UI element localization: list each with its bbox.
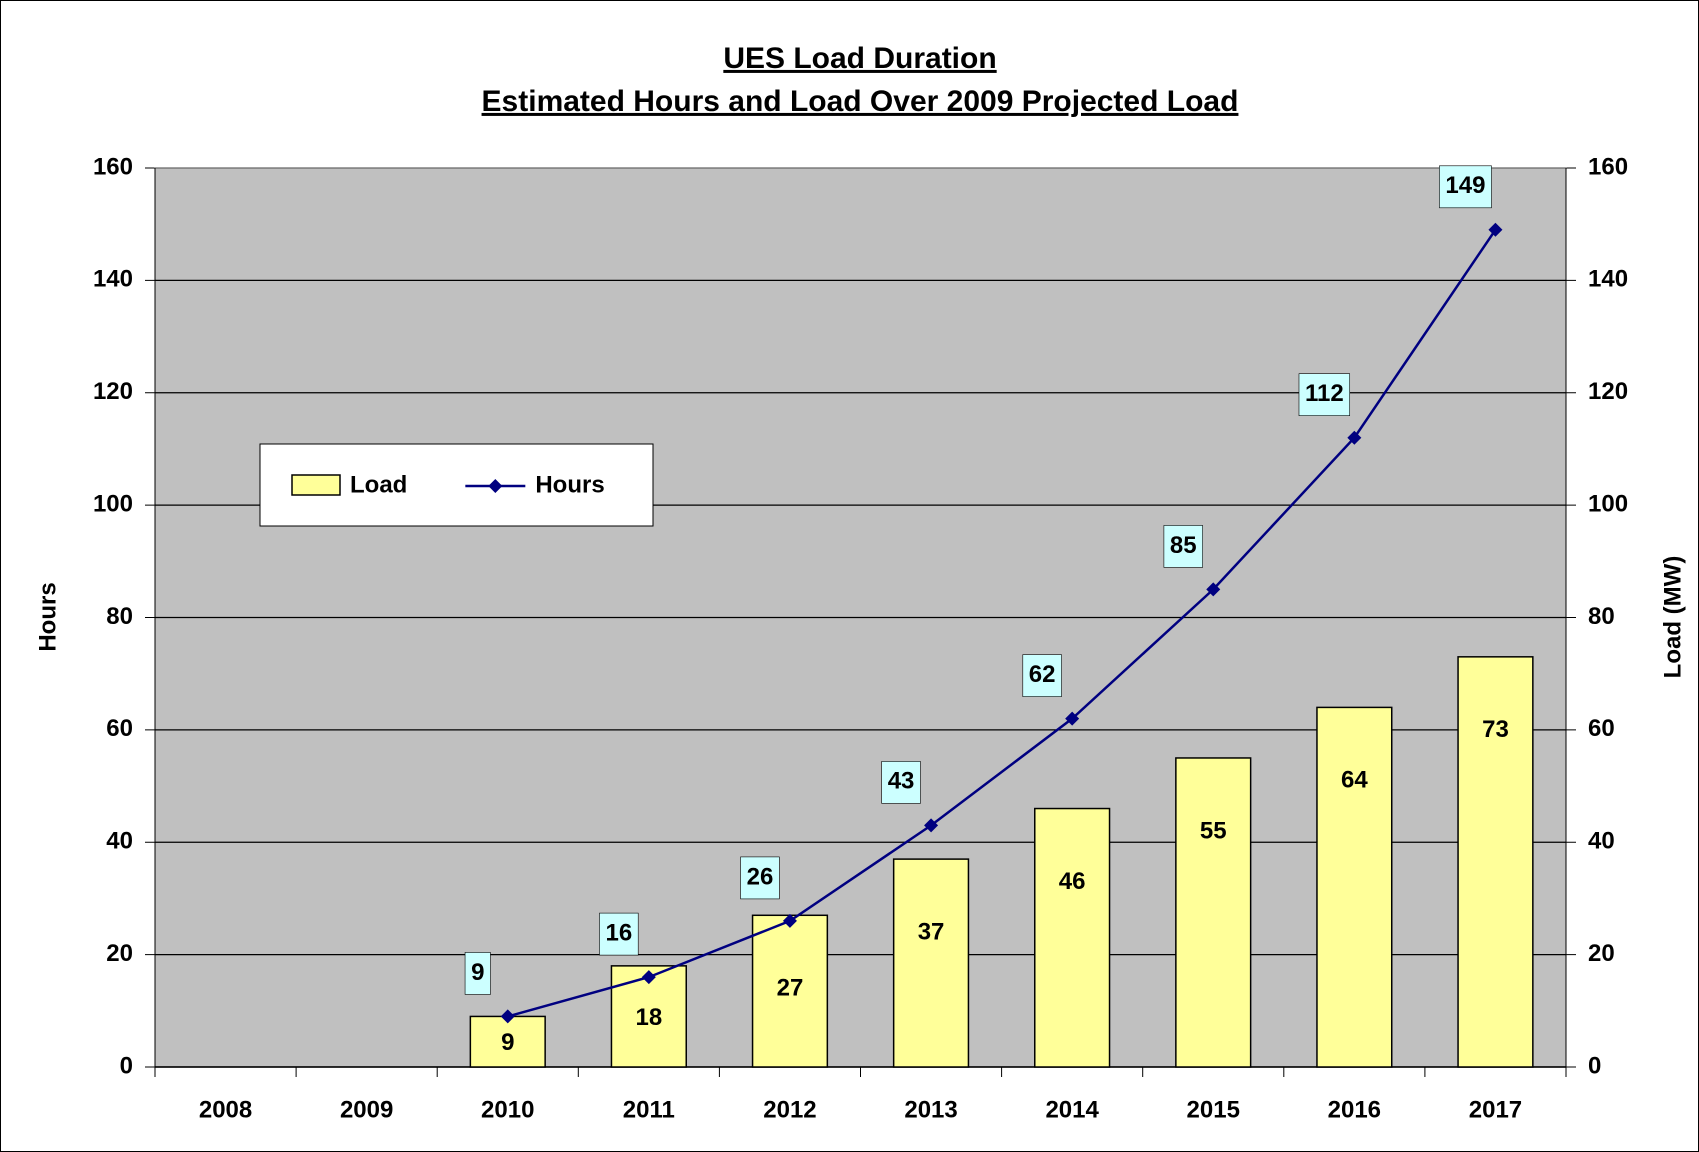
x-tick-label: 2017 <box>1469 1096 1522 1123</box>
legend-label: Hours <box>535 471 604 498</box>
x-tick-label: 2010 <box>481 1096 534 1123</box>
bar-label: 18 <box>635 1004 662 1031</box>
x-tick-label: 2008 <box>199 1096 252 1123</box>
bar-label: 46 <box>1059 868 1086 895</box>
data-label: 149 <box>1445 172 1485 199</box>
y2-tick-label: 40 <box>1588 828 1615 855</box>
data-label-box <box>1439 165 1492 209</box>
y-tick-label: 120 <box>93 378 133 405</box>
bar <box>1457 656 1534 1068</box>
y2-tick-label: 100 <box>1588 490 1628 517</box>
data-label-box <box>1022 654 1062 697</box>
marker <box>641 970 656 985</box>
data-label-group: 26 <box>740 856 780 900</box>
y-axis-label: Hours <box>34 582 61 651</box>
bar <box>751 914 829 1068</box>
chart-subtitle: Estimated Hours and Load Over 2009 Proje… <box>482 85 1239 118</box>
data-label-box <box>1163 525 1203 568</box>
chart-title: UES Load Duration <box>723 42 996 75</box>
y-tick-label: 160 <box>93 153 133 180</box>
marker <box>1206 582 1221 597</box>
data-label: 112 <box>1305 380 1344 407</box>
y2-tick-label: 120 <box>1588 378 1628 405</box>
data-label-group: 85 <box>1163 525 1203 568</box>
line <box>507 229 1497 1018</box>
data-label-group: 43 <box>881 761 921 804</box>
data-label: 9 <box>471 959 484 986</box>
bar <box>892 858 970 1068</box>
y2-tick-label: 80 <box>1588 603 1615 630</box>
y2-tick-label: 140 <box>1588 266 1628 293</box>
bar-label: 55 <box>1200 817 1227 844</box>
data-label-group: 62 <box>1022 654 1062 697</box>
data-label: 26 <box>747 863 774 890</box>
data-label-group: 149 <box>1439 165 1492 209</box>
legend-label: Load <box>350 471 407 498</box>
x-tick-label: 2009 <box>340 1096 393 1123</box>
y-tick-label: 0 <box>120 1052 133 1079</box>
marker <box>924 818 939 833</box>
x-tick-label: 2016 <box>1328 1096 1381 1123</box>
data-label-group: 16 <box>599 912 639 956</box>
data-label-box <box>740 856 780 900</box>
marker <box>1347 430 1362 445</box>
x-tick-label: 2015 <box>1187 1096 1240 1123</box>
x-tick-label: 2012 <box>763 1096 816 1123</box>
legend-swatch <box>291 474 341 496</box>
y-tick-label: 20 <box>106 940 133 967</box>
data-label-box <box>599 912 639 956</box>
y2-axis-label: Load (MW) <box>1659 556 1686 679</box>
bar <box>1175 757 1252 1068</box>
bar-label: 64 <box>1341 767 1368 794</box>
bar-label: 9 <box>501 1029 514 1056</box>
y-tick-label: 80 <box>106 603 133 630</box>
bar-label: 37 <box>918 918 945 945</box>
x-tick-label: 2014 <box>1045 1096 1099 1123</box>
marker <box>500 1009 515 1024</box>
x-tick-label: 2013 <box>904 1096 957 1123</box>
data-label-box <box>1298 373 1351 417</box>
y-tick-label: 60 <box>106 715 133 742</box>
bar-label: 27 <box>777 975 804 1002</box>
bar-label: 73 <box>1482 716 1509 743</box>
bar <box>1034 807 1111 1068</box>
y-tick-label: 100 <box>93 490 133 517</box>
y2-tick-label: 0 <box>1588 1052 1601 1079</box>
y-tick-label: 140 <box>93 266 133 293</box>
data-label-group: 112 <box>1298 373 1351 417</box>
data-label-group: 9 <box>464 952 491 995</box>
data-label: 62 <box>1029 661 1056 688</box>
data-label-box <box>881 761 921 804</box>
data-label: 85 <box>1170 532 1197 559</box>
legend-box <box>259 443 654 527</box>
bar <box>1316 706 1393 1068</box>
data-label-box <box>464 952 491 995</box>
data-label: 43 <box>888 768 915 795</box>
marker <box>782 913 797 928</box>
y2-tick-label: 60 <box>1588 715 1615 742</box>
y-tick-label: 40 <box>106 828 133 855</box>
y2-tick-label: 20 <box>1588 940 1615 967</box>
marker <box>1488 222 1503 237</box>
y2-tick-label: 160 <box>1588 153 1628 180</box>
legend-marker <box>488 479 503 493</box>
data-label: 16 <box>605 919 632 946</box>
marker <box>1065 711 1080 726</box>
x-tick-label: 2011 <box>623 1096 675 1123</box>
